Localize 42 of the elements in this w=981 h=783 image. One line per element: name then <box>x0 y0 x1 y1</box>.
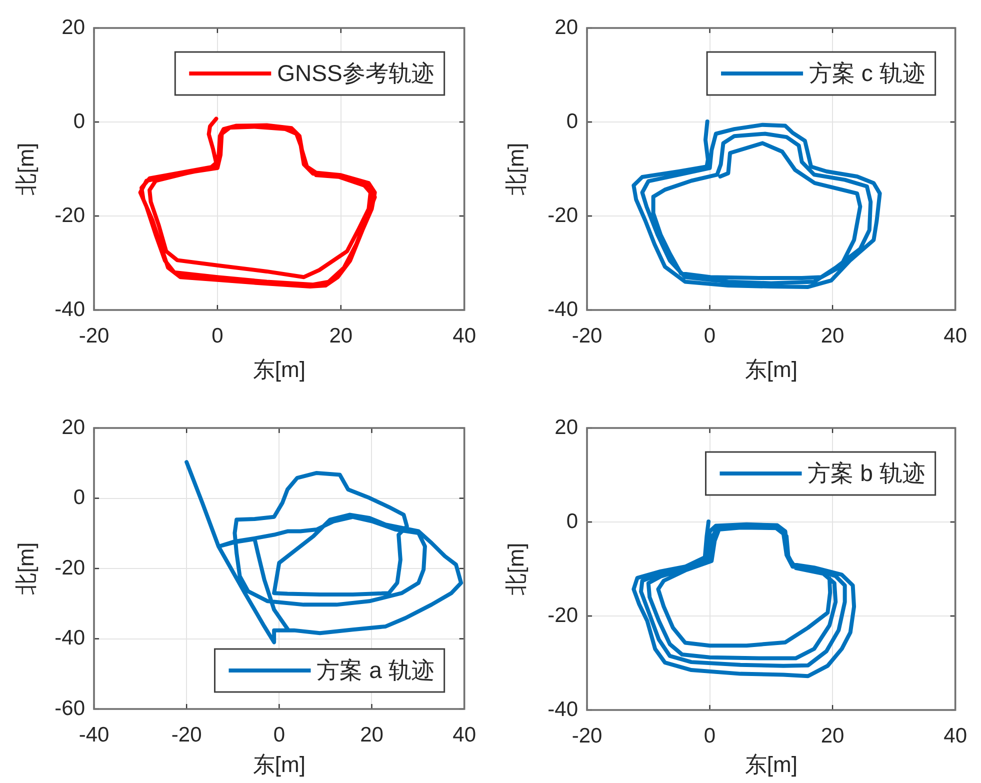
x-axis-title: 东[m] <box>252 356 306 382</box>
y-tick-label: 0 <box>73 110 85 133</box>
x-tick-label: -20 <box>171 723 202 746</box>
x-tick-label: 20 <box>820 724 844 748</box>
y-tick-label: 20 <box>554 16 578 39</box>
y-tick-label: 0 <box>566 510 578 533</box>
y-tick-label: 20 <box>62 416 85 439</box>
x-tick-label: 40 <box>452 324 476 348</box>
x-axis-title: 东[m] <box>252 752 306 777</box>
y-axis-title: 北[m] <box>13 142 38 196</box>
x-tick-label: 40 <box>452 723 476 746</box>
legend-label: 方案 c 轨迹 <box>809 60 926 86</box>
legend-label: 方案 b 轨迹 <box>808 460 926 486</box>
y-tick-label: -20 <box>54 204 85 227</box>
legend-label: GNSS参考轨迹 <box>277 60 434 86</box>
y-tick-label: -20 <box>548 204 578 227</box>
legend-label: 方案 a 轨迹 <box>316 656 434 683</box>
y-axis-title: 北[m] <box>503 542 528 596</box>
y-tick-label: -40 <box>54 298 85 321</box>
y-tick-label: -60 <box>54 696 85 720</box>
x-axis-title: 东[m] <box>744 752 798 777</box>
x-tick-label: 20 <box>360 723 384 746</box>
x-tick-label: 20 <box>820 324 844 348</box>
y-tick-label: -40 <box>548 698 578 721</box>
y-tick-label: -20 <box>54 556 85 580</box>
y-tick-label: -20 <box>548 604 578 627</box>
x-tick-label: 0 <box>212 324 224 348</box>
x-tick-label: 40 <box>944 724 967 748</box>
x-tick-label: 0 <box>273 723 286 746</box>
y-tick-label: 0 <box>566 110 578 133</box>
y-axis-title: 北[m] <box>13 542 38 595</box>
x-tick-label: 0 <box>704 324 716 348</box>
y-tick-label: 20 <box>554 416 578 439</box>
x-tick-label: 40 <box>944 324 967 348</box>
y-tick-label: -40 <box>548 298 578 321</box>
y-axis-title: 北[m] <box>503 142 528 196</box>
y-tick-label: 0 <box>73 486 85 510</box>
y-tick-label: -40 <box>54 626 85 650</box>
x-axis-title: 东[m] <box>744 356 798 382</box>
x-tick-label: 0 <box>704 724 716 748</box>
x-tick-label: 20 <box>329 324 353 348</box>
y-tick-label: 20 <box>62 16 85 39</box>
